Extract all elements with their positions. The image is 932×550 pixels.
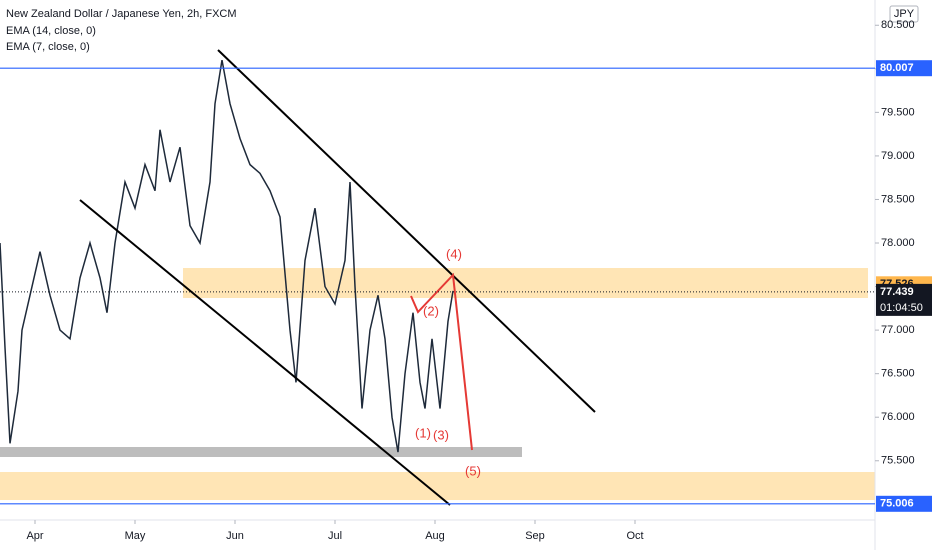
x-tick-label: Jul xyxy=(328,530,342,542)
wave-label: (4) xyxy=(446,246,462,261)
price-label: 75.006 xyxy=(880,498,914,510)
y-tick-label: 79.500 xyxy=(881,106,915,118)
x-tick-label: Apr xyxy=(26,530,43,542)
lower-trendline xyxy=(79,199,451,506)
y-tick-label: 78.000 xyxy=(881,237,915,249)
x-tick-label: Oct xyxy=(626,530,643,542)
wave-label: (2) xyxy=(423,303,439,318)
wave-label: (5) xyxy=(465,463,481,478)
price-label-box xyxy=(876,60,932,77)
price-label: 80.007 xyxy=(880,62,914,74)
price-label: 77.439 xyxy=(880,286,914,298)
x-tick-label: Aug xyxy=(425,530,445,542)
price-label-box xyxy=(876,495,932,512)
wave-label: (3) xyxy=(433,427,449,442)
y-tick-label: 78.500 xyxy=(881,193,915,205)
wave-projection xyxy=(410,272,473,451)
y-tick-label: 77.000 xyxy=(881,324,915,336)
indicator-legend: EMA (14, close, 0) xyxy=(6,25,96,37)
upper-trendline xyxy=(217,49,596,413)
price-axis xyxy=(875,0,932,550)
indicator-legend: EMA (7, close, 0) xyxy=(6,41,90,53)
y-tick-label: 80.500 xyxy=(881,19,915,31)
currency-badge[interactable] xyxy=(889,5,919,23)
countdown: 01:04:50 xyxy=(880,302,923,314)
chart-title: New Zealand Dollar / Japanese Yen, 2h, F… xyxy=(6,8,237,20)
x-tick-label: Jun xyxy=(226,530,244,542)
support-zone xyxy=(0,447,522,457)
currency: JPY xyxy=(894,8,915,20)
y-tick-label: 79.000 xyxy=(881,150,915,162)
y-tick-label: 75.500 xyxy=(881,455,915,467)
x-tick-label: May xyxy=(125,530,146,542)
y-tick-label: 76.000 xyxy=(881,411,915,423)
price-line xyxy=(0,59,454,453)
resistance-zone xyxy=(183,268,868,298)
price-label-box xyxy=(876,283,932,316)
y-tick-label: 76.500 xyxy=(881,368,915,380)
x-tick-label: Sep xyxy=(525,530,545,542)
wave-label: (1) xyxy=(415,425,431,440)
